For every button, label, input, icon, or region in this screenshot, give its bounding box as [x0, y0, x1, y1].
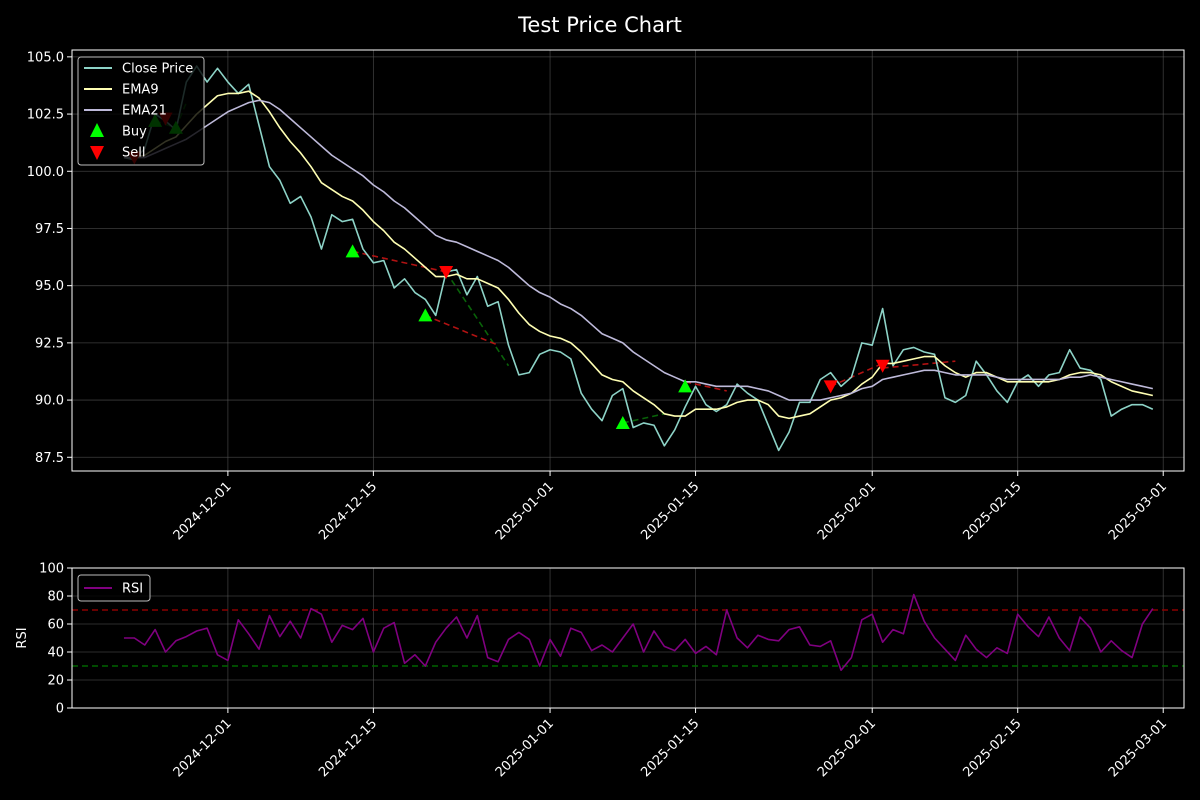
series-line-close-price — [123, 65, 1154, 452]
rsi-thresholds — [72, 609, 1184, 667]
price-y-tick-label: 102.5 — [27, 108, 64, 123]
rsi-y-tick-label: 40 — [47, 646, 64, 661]
rsi-y-ticks: 0 20 40 60 80 100 — [39, 562, 72, 717]
rsi-legend-label: RSI — [122, 582, 143, 597]
rsi-legend-box — [77, 574, 151, 602]
rsi-y-tick-label: 20 — [47, 674, 64, 689]
price-y-tick-label: 92.5 — [35, 336, 64, 351]
trade-line — [882, 360, 956, 369]
price-y-tick-label: 105.0 — [27, 50, 64, 65]
buy-marker — [615, 415, 630, 429]
price-y-ticks: 87.5 90.0 92.5 95.0 97.5 100.0 102.5 105.0 — [27, 50, 72, 466]
legend-label: Buy — [122, 125, 147, 140]
sell-marker — [823, 380, 838, 394]
sell-marker — [875, 359, 890, 373]
rsi-lines — [123, 593, 1154, 672]
price-y-tick-label: 87.5 — [35, 451, 64, 466]
legend-label: EMA21 — [122, 104, 167, 119]
rsi-legend: RSI — [77, 574, 151, 602]
trade-line — [622, 413, 665, 424]
buy-marker — [418, 308, 433, 322]
trade-line — [445, 271, 510, 367]
legend-box — [77, 56, 205, 166]
legend-buy-swatch — [90, 123, 104, 137]
price-y-tick-label: 100.0 — [27, 165, 64, 180]
series-line-rsi — [123, 593, 1154, 672]
trade-line — [425, 314, 499, 346]
legend-label: EMA9 — [122, 83, 159, 98]
chart-title: Test Price Chart — [517, 13, 682, 37]
buy-marker — [678, 379, 693, 393]
price-lines — [123, 65, 1154, 452]
buy-marker — [345, 244, 360, 258]
price-y-tick-label: 95.0 — [35, 279, 64, 294]
rsi-y-axis-label: RSI — [15, 627, 30, 648]
trade-line — [684, 380, 727, 392]
legend-sell-swatch — [90, 146, 104, 160]
price-y-tick-label: 97.5 — [35, 222, 64, 237]
series-line-ema9 — [123, 90, 1153, 420]
series-line-ema21 — [123, 99, 1153, 401]
rsi-y-tick-label: 100 — [39, 562, 64, 577]
rsi-y-tick-label: 80 — [47, 590, 64, 605]
price-y-tick-label: 90.0 — [35, 394, 64, 409]
rsi-y-tick-label: 0 — [56, 702, 64, 717]
rsi-axes-frame — [71, 567, 1185, 709]
price-legend: Close Price EMA9 EMA21 Buy Sell — [77, 56, 205, 166]
sell-marker — [439, 265, 454, 279]
rsi-y-tick-label: 60 — [47, 618, 64, 633]
legend-label: Close Price — [122, 62, 193, 77]
legend-label: Sell — [122, 146, 145, 161]
price-grid — [72, 50, 1184, 471]
price-axes-frame — [71, 49, 1185, 472]
